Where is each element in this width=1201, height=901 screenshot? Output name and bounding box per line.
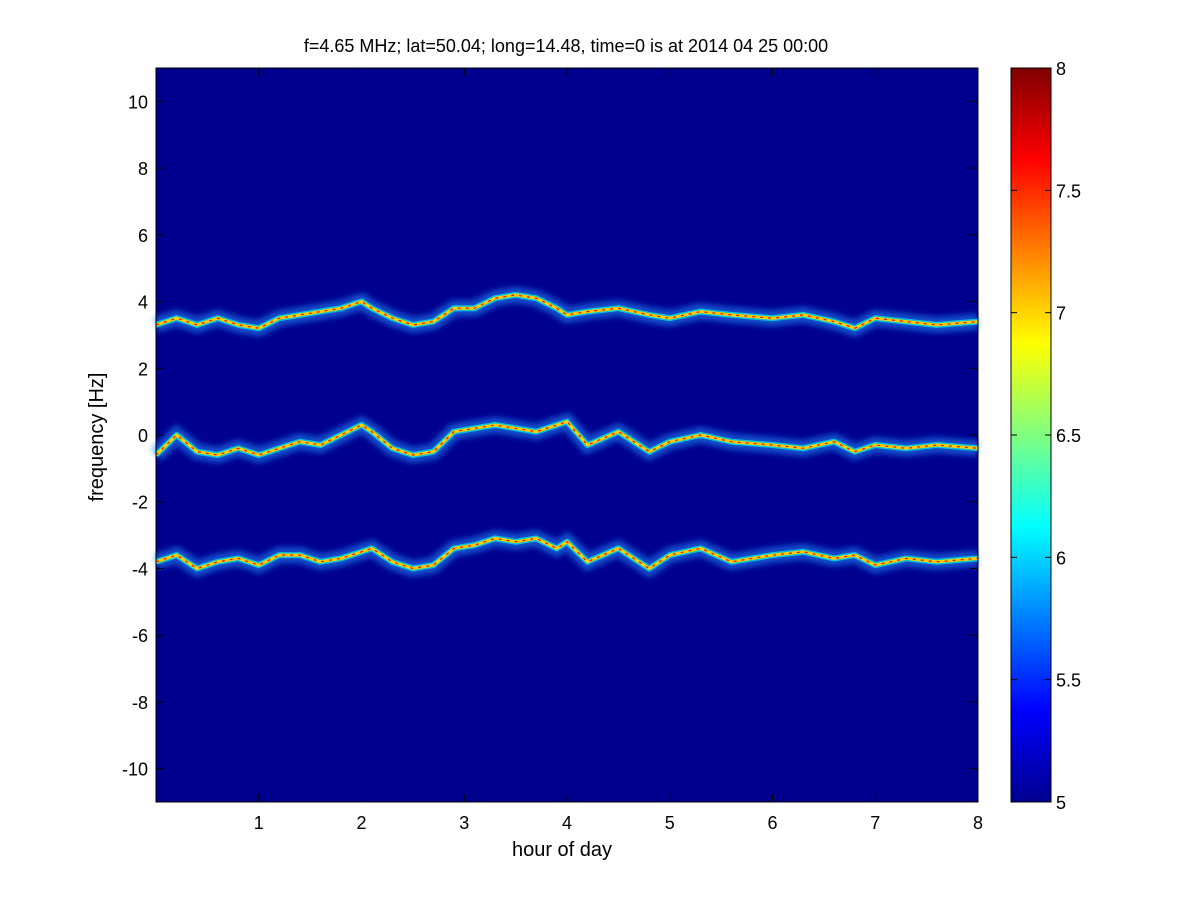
y-tick-label: 0	[138, 426, 148, 446]
colorbar-tick-label: 6.5	[1056, 426, 1081, 446]
trace-peak-1	[155, 294, 979, 329]
x-tick-label: 5	[665, 813, 675, 833]
colorbar-tick-label: 7.5	[1056, 181, 1081, 201]
y-tick-label: -10	[122, 760, 148, 780]
chart-title: f=4.65 MHz; lat=50.04; long=14.48, time=…	[304, 36, 828, 56]
colorbar-tick-label: 6	[1056, 548, 1066, 568]
y-axis-ticks: -10 -8 -6 -4 -2 0 2 4 6 8 10	[122, 92, 978, 780]
colorbar	[1010, 67, 1052, 803]
x-tick-label: 8	[973, 813, 983, 833]
colorbar-ticks: 5 5.5 6 6.5 7 7.5 8	[1011, 59, 1081, 813]
plot-area	[155, 67, 979, 803]
x-tick-label: 1	[254, 813, 264, 833]
y-tick-label: 4	[138, 293, 148, 313]
colorbar-tick-label: 7	[1056, 304, 1066, 324]
y-tick-label: -6	[132, 626, 148, 646]
y-tick-label: 6	[138, 226, 148, 246]
trace-peak-3	[155, 537, 979, 570]
colorbar-tick-label: 5	[1056, 793, 1066, 813]
x-tick-label: 2	[356, 813, 366, 833]
spectrogram-traces	[150, 286, 979, 579]
colorbar-tick-label: 5.5	[1056, 671, 1081, 691]
x-axis-label: hour of day	[512, 839, 612, 861]
y-tick-label: 10	[128, 92, 148, 112]
y-axis-label: frequency [Hz]	[86, 373, 108, 502]
x-axis-ticks: 1 2 3 4 5 6 7 8	[254, 68, 983, 833]
y-tick-label: -8	[132, 693, 148, 713]
x-tick-label: 3	[459, 813, 469, 833]
x-tick-label: 6	[767, 813, 777, 833]
x-tick-label: 4	[562, 813, 572, 833]
y-tick-label: 8	[138, 159, 148, 179]
y-tick-label: -2	[132, 493, 148, 513]
colorbar-tick-label: 8	[1056, 59, 1066, 79]
y-tick-label: -4	[132, 559, 148, 579]
trace-peak-2	[155, 421, 979, 456]
y-tick-label: 2	[138, 359, 148, 379]
x-tick-label: 7	[870, 813, 880, 833]
